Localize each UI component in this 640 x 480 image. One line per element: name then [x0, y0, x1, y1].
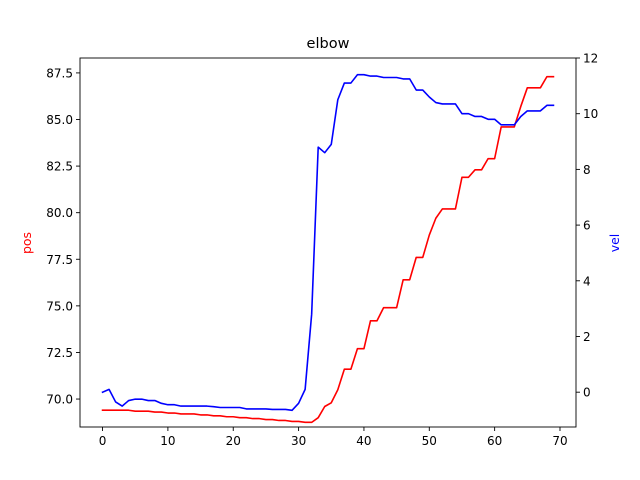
- x-tick-label: 10: [160, 434, 175, 448]
- plot-frame: [79, 57, 577, 428]
- series-line-pos: [101, 75, 555, 424]
- y-tick-label-left: 75.0: [46, 299, 73, 313]
- y-tick-label-right: 2: [583, 330, 591, 344]
- y-tick-label-right: 6: [583, 219, 591, 233]
- x-tick-label: 70: [552, 434, 567, 448]
- y-tick-label-left: 87.5: [46, 66, 73, 80]
- y-tick-label-left: 80.0: [46, 206, 73, 220]
- y-tick-label-right: 4: [583, 274, 591, 288]
- y-axis-label-left: pos: [19, 232, 34, 254]
- y-axis-label-right: vel: [607, 234, 622, 253]
- x-tick-label: 50: [422, 434, 437, 448]
- series-line-vel: [101, 73, 555, 412]
- y-tick-label-right: 8: [583, 163, 591, 177]
- x-tick-label: 30: [291, 434, 306, 448]
- y-tick-label-right: 0: [583, 386, 591, 400]
- y-tick-label-right: 12: [583, 52, 598, 66]
- x-tick-label: 20: [226, 434, 241, 448]
- axes-layer: 0 10 20 30 40 50 60 7070.072.575.077.580.082.58…: [46, 52, 598, 449]
- series-layer: [101, 73, 555, 424]
- x-tick-label: 40: [356, 434, 371, 448]
- x-tick-label: 60: [487, 434, 502, 448]
- y-tick-label-left: 77.5: [46, 253, 73, 267]
- y-tick-label-left: 72.5: [46, 346, 73, 360]
- y-tick-label-left: 85.0: [46, 113, 73, 127]
- chart-title: elbow: [307, 36, 350, 52]
- y-tick-label-right: 10: [583, 107, 598, 121]
- x-tick-label: 0: [99, 434, 107, 448]
- y-tick-label-left: 82.5: [46, 160, 73, 174]
- y-tick-label-left: 70.0: [46, 393, 73, 407]
